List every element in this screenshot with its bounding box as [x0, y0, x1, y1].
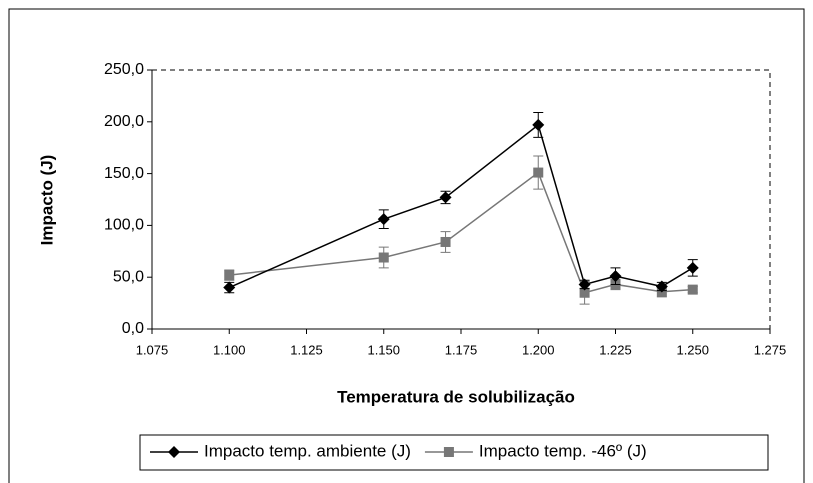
chart-frame	[8, 8, 805, 483]
x-tick-label: 1.275	[754, 342, 787, 357]
data-point	[440, 236, 451, 247]
x-tick-label: 1.100	[213, 342, 246, 357]
data-point	[609, 270, 622, 283]
y-tick-label: 50,0	[113, 268, 144, 285]
x-tick-label: 1.125	[290, 342, 323, 357]
data-point	[532, 118, 545, 131]
legend-marker	[443, 447, 454, 457]
x-tick-label: 1.200	[522, 342, 555, 357]
data-point	[687, 284, 698, 295]
data-point	[224, 270, 235, 281]
data-point	[378, 252, 389, 263]
data-point	[579, 287, 590, 298]
x-tick-label: 1.250	[676, 342, 709, 357]
data-point	[655, 280, 668, 293]
y-tick-label: 100,0	[104, 217, 144, 234]
y-axis-label: Impacto (J)	[37, 155, 56, 246]
data-point	[223, 281, 236, 294]
data-point	[439, 191, 452, 204]
y-tick-label: 200,0	[104, 113, 144, 130]
x-tick-label: 1.075	[136, 342, 169, 357]
series-line	[228, 123, 694, 289]
legend-marker	[168, 446, 180, 458]
data-point	[377, 213, 390, 226]
y-tick-label: 0,0	[122, 320, 144, 337]
y-tick-label: 150,0	[104, 165, 144, 182]
legend-label: Impacto temp. ambiente (J)	[204, 441, 411, 460]
data-point	[533, 167, 544, 178]
x-tick-label: 1.175	[445, 342, 478, 357]
data-point	[578, 278, 591, 291]
x-axis-label: Temperatura de solubilização	[337, 387, 575, 406]
data-point	[686, 261, 699, 274]
x-tick-label: 1.150	[367, 342, 400, 357]
y-tick-label: 250,0	[104, 61, 144, 78]
series-line	[229, 171, 693, 294]
x-tick-label: 1.225	[599, 342, 632, 357]
legend-label: Impacto temp. -46º (J)	[479, 441, 647, 460]
